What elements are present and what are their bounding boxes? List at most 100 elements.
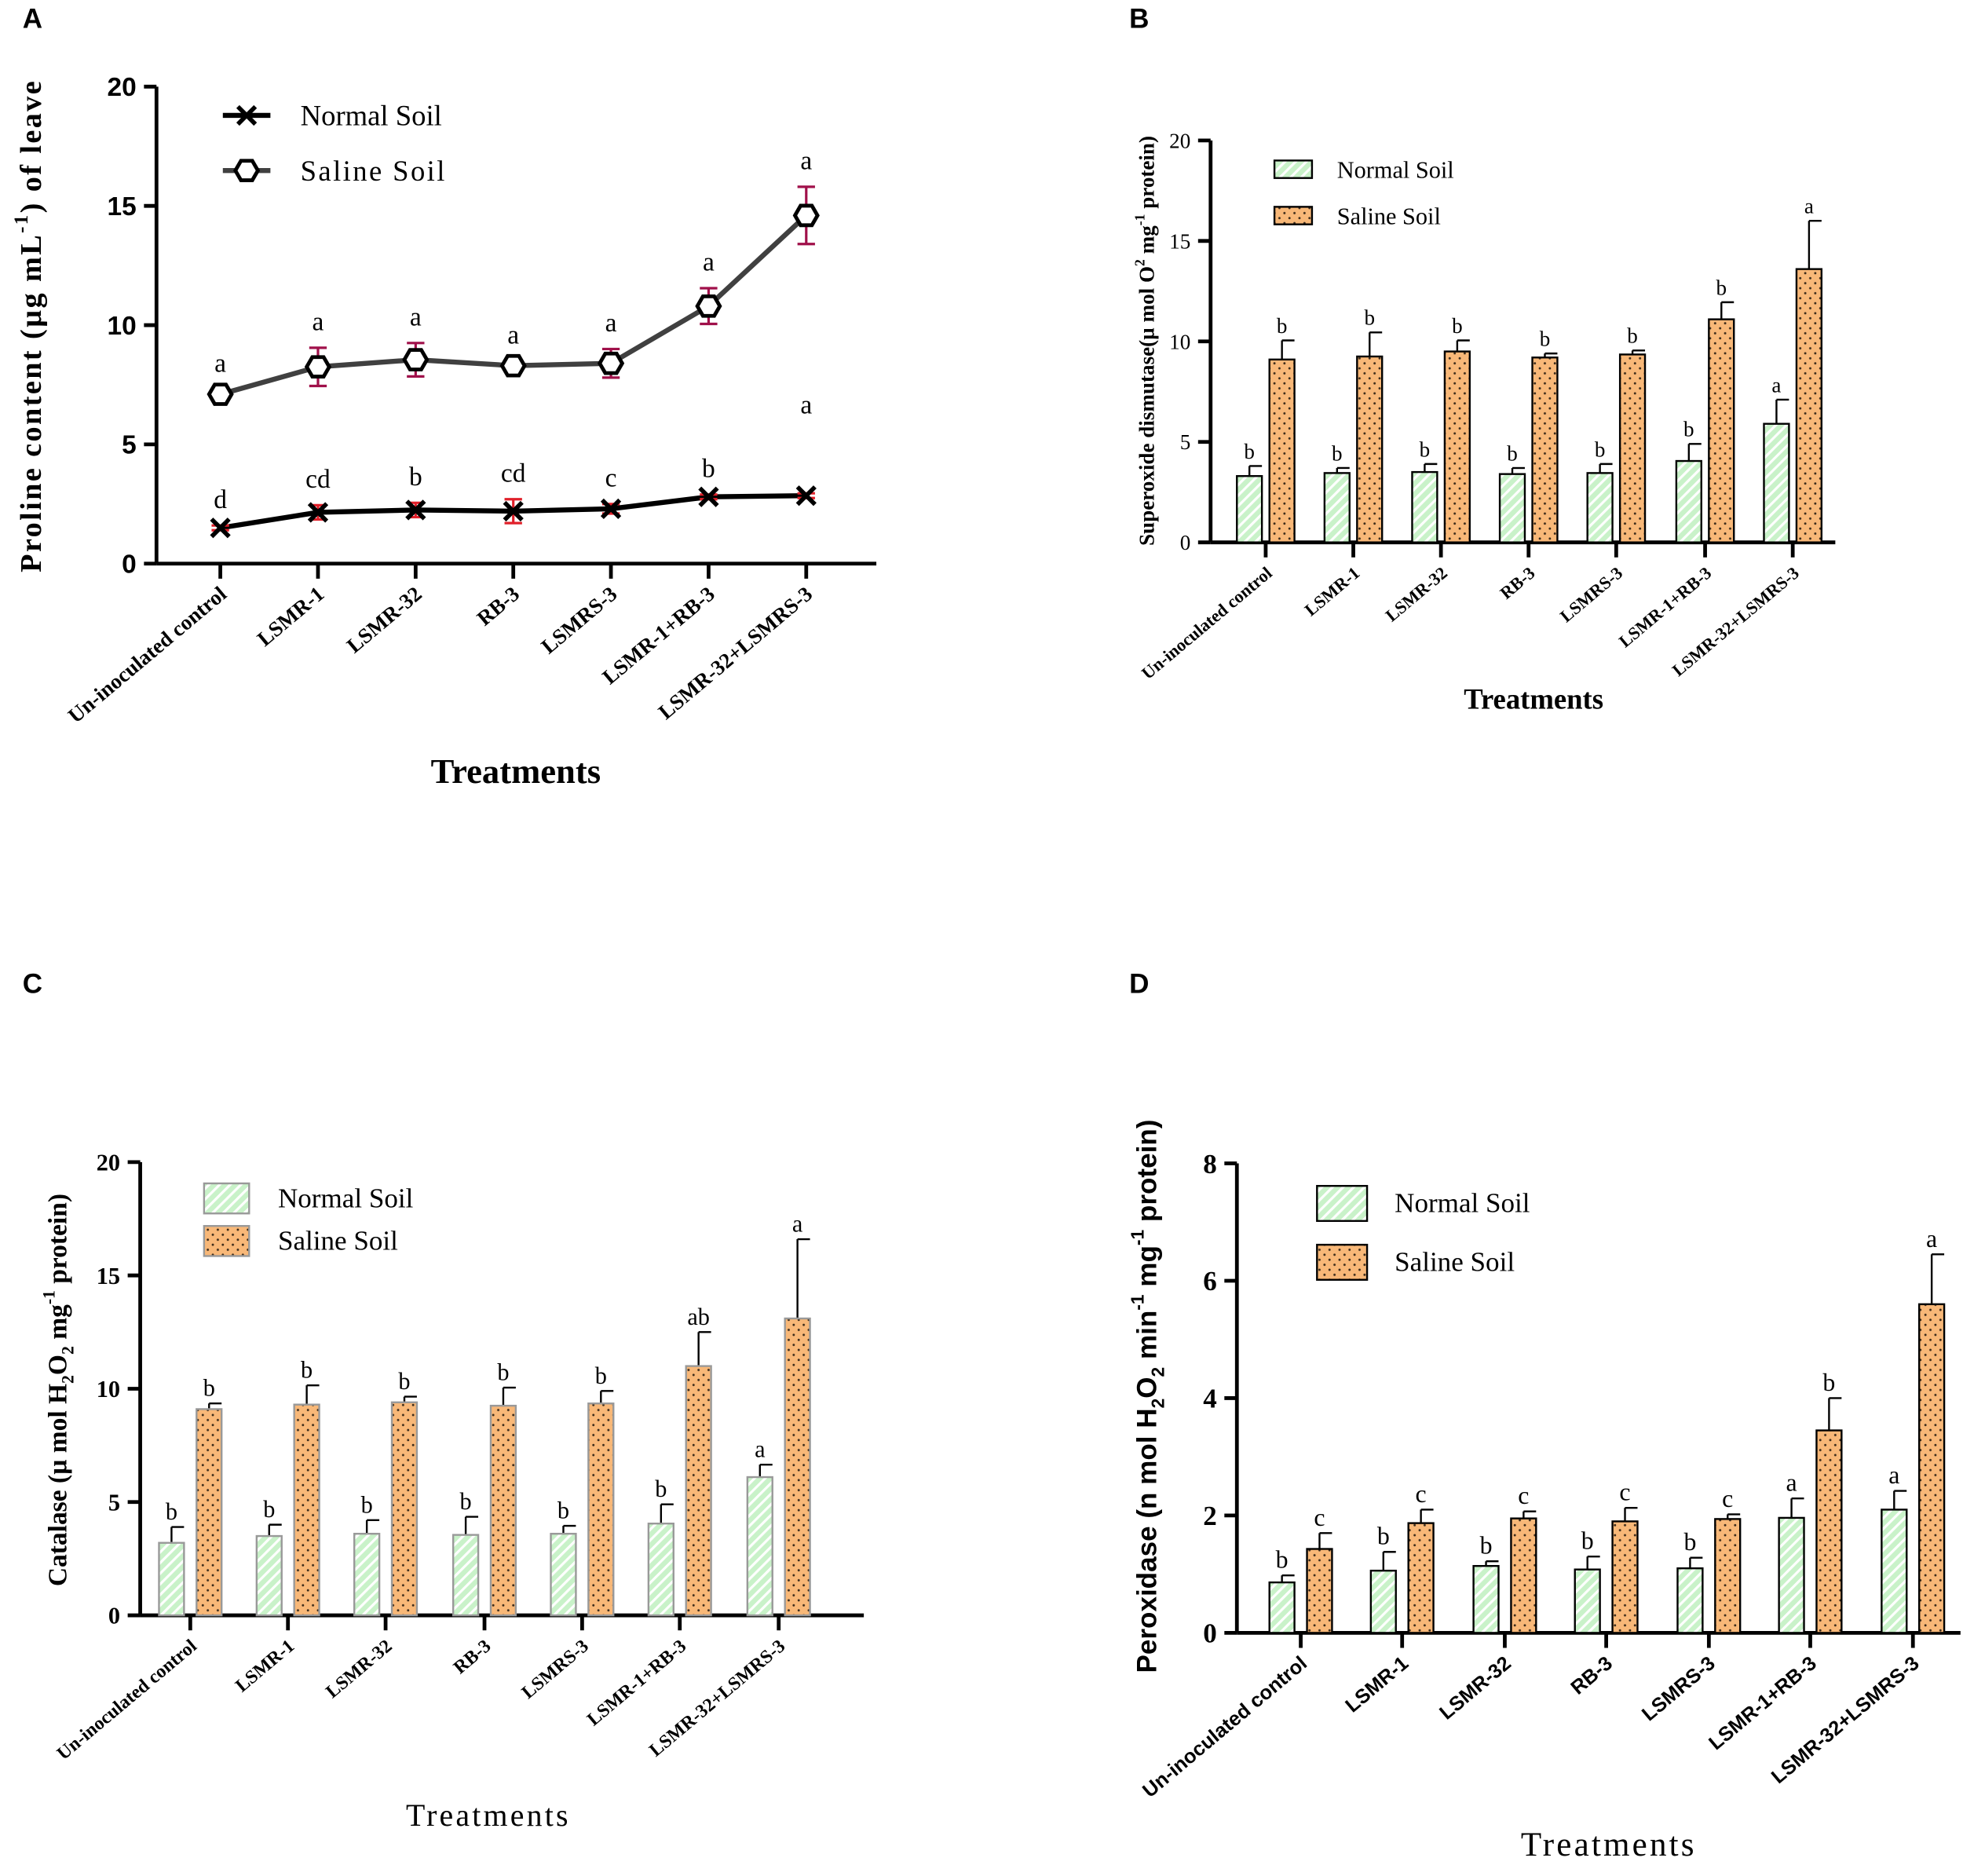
y-axis-title: Proline content (µg mL-1) of leave <box>11 79 48 572</box>
legend-swatch <box>1273 159 1314 179</box>
bar <box>784 1317 811 1617</box>
x-marker-icon <box>405 499 426 521</box>
y-axis-title-part: mg <box>1135 225 1159 259</box>
series-saline-soil: cc c c cba <box>1306 1225 1946 1634</box>
x-tick-label: LSMR-32 <box>342 582 426 658</box>
series-normal-soil: b b b b b a a <box>1268 1461 1908 1634</box>
series-saline-soil: b b b b b b a <box>1268 195 1823 543</box>
bar <box>255 1534 283 1617</box>
bar <box>353 1532 381 1617</box>
legend-label: Normal Soil <box>1395 1188 1530 1219</box>
y-axis-title-part: -1 <box>11 213 32 233</box>
hexagon-marker-icon <box>597 351 625 375</box>
bar <box>1618 353 1647 543</box>
bar <box>390 1401 419 1617</box>
significance-letter: b <box>655 1476 667 1502</box>
bar <box>1708 318 1735 543</box>
bar <box>1498 473 1526 543</box>
legend-label: Saline Soil <box>1337 203 1441 230</box>
x-tick-label: LSMR-1 <box>1341 1652 1413 1717</box>
y-tick-label: 0 <box>108 1603 120 1629</box>
bar <box>1611 1520 1639 1634</box>
bar <box>746 1476 773 1617</box>
bar <box>1472 1564 1500 1634</box>
significance-letter: b <box>1377 1523 1390 1550</box>
x-tick-label: LSMR-1+RB-3 <box>583 1636 690 1730</box>
hexagon-marker-icon <box>499 353 527 378</box>
series-normal-soil: d cd b cd c b a <box>210 390 817 539</box>
bar <box>1531 357 1559 543</box>
x-axis-title: Treatments <box>406 1797 571 1833</box>
y-axis-title-part: mg <box>1132 1245 1163 1294</box>
significance-letter: d <box>214 485 227 514</box>
y-axis-title-part: -1 <box>1132 214 1148 226</box>
y-tick-label: 5 <box>1180 430 1191 454</box>
y-axis-title-part: -1 <box>40 1290 59 1304</box>
x-tick-label: Un-inoculated control <box>1139 1652 1311 1802</box>
significance-letter: b <box>1540 327 1551 351</box>
significance-letter: b <box>1683 418 1694 441</box>
x-tick-label: LSMRS-3 <box>1556 563 1626 627</box>
x-axis-title: Treatments <box>1521 1827 1697 1863</box>
bar <box>293 1403 320 1617</box>
y-tick-label: 0 <box>1203 1618 1217 1649</box>
hexagon-marker-icon <box>304 355 332 378</box>
significance-letter: b <box>460 1488 472 1515</box>
legend-swatch <box>203 1225 250 1257</box>
significance-letter: b <box>1277 314 1288 338</box>
hexagon-marker-icon <box>402 348 430 371</box>
significance-letter: b <box>1595 437 1606 461</box>
y-axis-title-part: Peroxidase (n mol H <box>1132 1408 1163 1673</box>
y-tick-label: 15 <box>97 1263 120 1289</box>
bar <box>1443 350 1471 543</box>
y-tick-label: 0 <box>1180 531 1191 554</box>
significance-letter: a <box>1888 1461 1899 1489</box>
panel-c: C 0 5 10 15 20 Un-inoculated control LSMR-1 LSMR… <box>23 969 865 1833</box>
significance-letter: b <box>1364 306 1375 330</box>
significance-letter: b <box>1244 440 1255 463</box>
bar <box>1763 422 1790 543</box>
significance-letter: b <box>1822 1369 1835 1396</box>
significance-letter: b <box>1276 1546 1289 1574</box>
y-axis-title: Peroxidase (n mol H2O2 min-1 mg-1 protei… <box>1128 1120 1168 1673</box>
y-tick-label: 20 <box>97 1149 120 1176</box>
hexagon-marker-icon <box>792 203 820 228</box>
bar <box>451 1534 480 1617</box>
significance-letter: c <box>605 464 617 493</box>
bar <box>489 1404 517 1617</box>
significance-letter: c <box>1518 1482 1529 1509</box>
bar <box>1574 1568 1601 1634</box>
y-axis-title-part: ) of leave <box>15 79 48 213</box>
bar <box>1268 358 1296 543</box>
x-tick-label: LSMR-32 <box>1435 1652 1515 1724</box>
x-tick-label: LSMR-1+RB-3 <box>1705 1652 1821 1754</box>
hexagon-marker-icon <box>232 159 261 182</box>
legend-swatch <box>1316 1184 1369 1223</box>
significance-letter: b <box>203 1375 215 1402</box>
significance-letter: b <box>1480 1532 1493 1560</box>
y-axis-title-part: protein) <box>43 1194 72 1290</box>
x-axis-title: Treatments <box>1464 683 1603 715</box>
series-normal-soil: b b b b b b a <box>158 1436 773 1617</box>
x-tick-label: LSMR-32 <box>322 1636 396 1702</box>
hexagon-marker-icon <box>207 382 234 406</box>
y-axis-title-part: 2 <box>59 1375 78 1384</box>
significance-letter: a <box>410 303 422 332</box>
significance-letter: b <box>1420 437 1431 461</box>
significance-letter: a <box>800 390 812 419</box>
bar <box>1356 355 1384 543</box>
panel-label: D <box>1129 969 1149 1000</box>
y-tick-label: 0 <box>122 550 137 579</box>
significance-letter: a <box>1926 1225 1937 1252</box>
x-tick-label: LSMR-32 <box>1382 563 1451 626</box>
legend-label: Normal Soil <box>301 100 442 132</box>
panel-label: A <box>23 3 42 34</box>
y-tick-label: 20 <box>108 73 137 102</box>
y-tick-label: 20 <box>1169 129 1190 152</box>
y-axis-title-part: mg <box>43 1304 72 1346</box>
y-tick-label: 10 <box>108 312 137 341</box>
y-axis-title-part: O <box>1132 1377 1163 1398</box>
x-marker-icon <box>236 104 258 126</box>
y-axis-title-part: 2 <box>1148 1399 1168 1409</box>
